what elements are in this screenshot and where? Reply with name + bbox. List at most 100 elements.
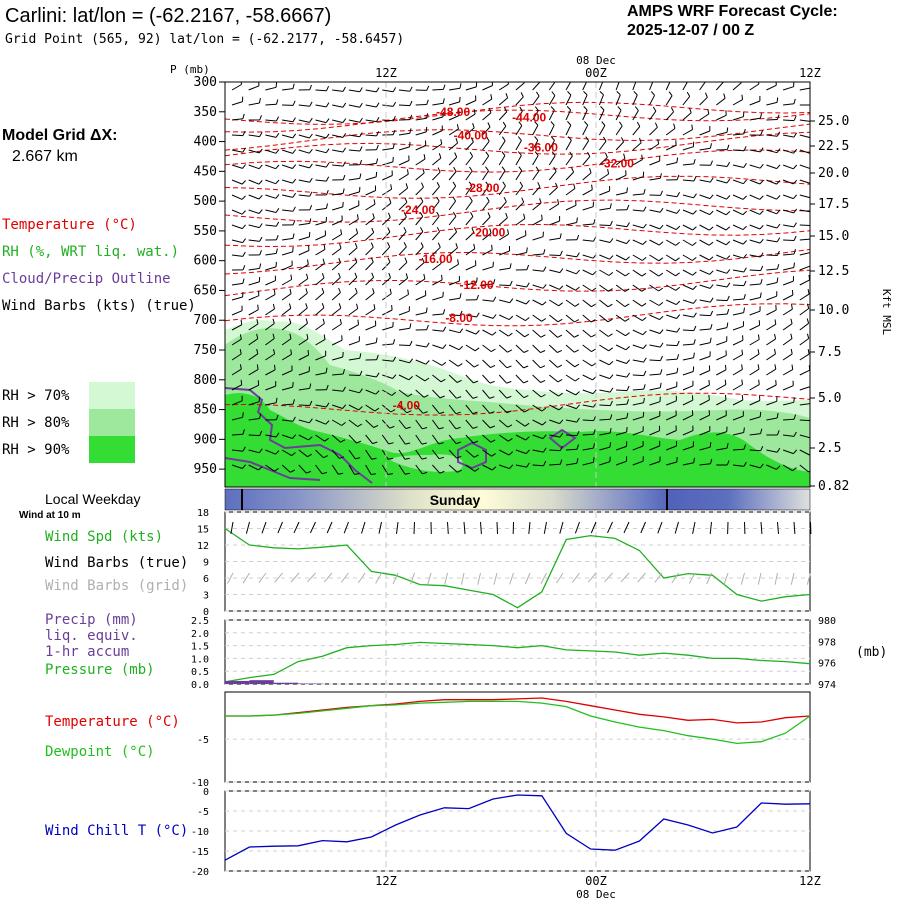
pressure-legend: Pressure (mb) — [45, 662, 155, 678]
wind-barb-staff — [782, 338, 793, 346]
wind-barb-staff — [231, 400, 243, 406]
wind-barb-flag — [709, 442, 712, 448]
wind-barb-staff — [699, 194, 711, 200]
wind-barb-staff — [783, 224, 794, 228]
wind-barb-flag — [421, 442, 427, 445]
wind-barb-staff — [599, 140, 607, 151]
wind-barb-flag — [420, 197, 424, 202]
wind-barb-flag — [376, 131, 380, 137]
wind-barb-staff — [315, 338, 326, 346]
wind-barb-flag — [259, 250, 262, 256]
wind-barb-staff — [682, 430, 694, 436]
wind-barb-staff — [565, 284, 576, 291]
surface-wind-barb — [277, 521, 283, 534]
wind-barb-flag — [472, 396, 478, 399]
rh70-swatch — [89, 382, 135, 409]
wind-barb-staff — [532, 155, 539, 166]
panel-tick-label: -20 — [191, 867, 209, 878]
wind-barb-flag — [774, 348, 776, 354]
wind-barb-staff — [616, 417, 627, 421]
wind-barb-flag — [741, 379, 743, 385]
wind-barb-staff — [649, 95, 656, 106]
wind-barb-flag — [625, 332, 630, 337]
wind-barb-staff — [415, 278, 426, 286]
wind-barb-staff — [632, 374, 644, 377]
panel-tick-label: 15 — [197, 525, 209, 536]
wind-barb-staff — [365, 246, 374, 256]
wind-barb-staff — [465, 449, 475, 458]
wind-barb-flag — [553, 166, 557, 172]
wind-barb-flag — [490, 94, 493, 100]
surface-wind-barb — [396, 521, 399, 534]
wind-barb-staff — [298, 371, 310, 376]
wind-barb-staff — [282, 88, 294, 91]
wind-barb-staff — [749, 324, 760, 331]
wind-barb-staff — [682, 329, 694, 332]
wind-barb-staff — [632, 284, 643, 292]
wind-barb-flag — [667, 76, 671, 80]
wind-barb-flag — [807, 349, 810, 355]
wind-barb-flag — [289, 333, 292, 339]
wind-barb-staff — [632, 209, 644, 212]
wind-barb-staff — [465, 329, 477, 335]
wind-barb-staff — [231, 449, 243, 452]
wind-barb-staff — [549, 419, 560, 425]
wind-barb-flag — [272, 318, 275, 324]
wind-barb-flag — [323, 334, 326, 340]
wind-barb-staff — [265, 323, 275, 331]
wind-barb-staff — [498, 201, 507, 211]
wind-barb-staff — [599, 432, 611, 436]
surface-wind-barb — [463, 521, 466, 535]
wind-barb-staff — [549, 299, 559, 307]
wind-barb-staff — [265, 369, 276, 376]
wind-barb-staff — [532, 374, 541, 383]
wind-barb-flag — [790, 348, 793, 354]
wind-barb-staff — [432, 404, 440, 414]
wind-barb-flag — [540, 379, 546, 383]
station-title: Carlini: lat/lon = (-62.2167, -58.6667) — [5, 5, 332, 27]
wind-barb-staff — [281, 179, 293, 184]
wind-barb-staff — [749, 209, 760, 215]
grid-wind-barb — [410, 572, 415, 585]
wind-barb-flag — [275, 82, 278, 88]
wind-barb-staff — [448, 404, 457, 415]
wind-barb-staff — [549, 449, 561, 452]
wind-barb-staff — [782, 385, 794, 391]
wind-barb-flag — [793, 98, 796, 104]
wind-barb-staff — [599, 269, 610, 276]
cross-section-wind-barbs — [231, 76, 810, 475]
wind-barb-staff — [532, 219, 543, 226]
wind-barb-staff — [799, 119, 810, 122]
wind-barb-flag — [372, 288, 375, 294]
wind-barb-staff — [398, 216, 407, 226]
wind-barb-staff — [749, 83, 760, 91]
wind-barb-staff — [298, 278, 309, 286]
wind-barb-staff — [682, 284, 694, 290]
wind-barb-staff — [716, 224, 727, 231]
wind-barb-flag — [760, 130, 764, 136]
wind-barb-flag — [793, 132, 798, 138]
wind-barb-staff — [532, 404, 542, 412]
wind-barb-staff — [265, 449, 276, 455]
wind-barb-staff — [315, 372, 327, 376]
wind-barb-flag — [616, 91, 621, 96]
wind-barb-staff — [332, 356, 343, 361]
wind-barb-flag — [242, 446, 246, 452]
wind-barb-flag — [508, 451, 514, 456]
wind-barb-flag — [359, 146, 363, 152]
wind-barb-flag — [436, 211, 440, 217]
wind-barb-staff — [766, 400, 777, 406]
wind-barb-staff — [766, 384, 777, 391]
wind-barb-staff — [532, 284, 544, 289]
panel-tick-label: 6 — [203, 574, 209, 585]
wind-barb-flag — [241, 210, 246, 215]
wind-barb-staff — [699, 179, 711, 183]
grid-wind-barb — [571, 572, 580, 583]
wind-barb-staff — [548, 171, 557, 181]
wind-barb-staff — [632, 460, 644, 466]
wind-barb-flag — [375, 390, 380, 395]
wind-barb-staff — [766, 338, 776, 346]
wind-barb-staff — [432, 88, 444, 91]
grid-wind-barb — [340, 572, 349, 583]
wind-barb-flag — [693, 352, 695, 358]
